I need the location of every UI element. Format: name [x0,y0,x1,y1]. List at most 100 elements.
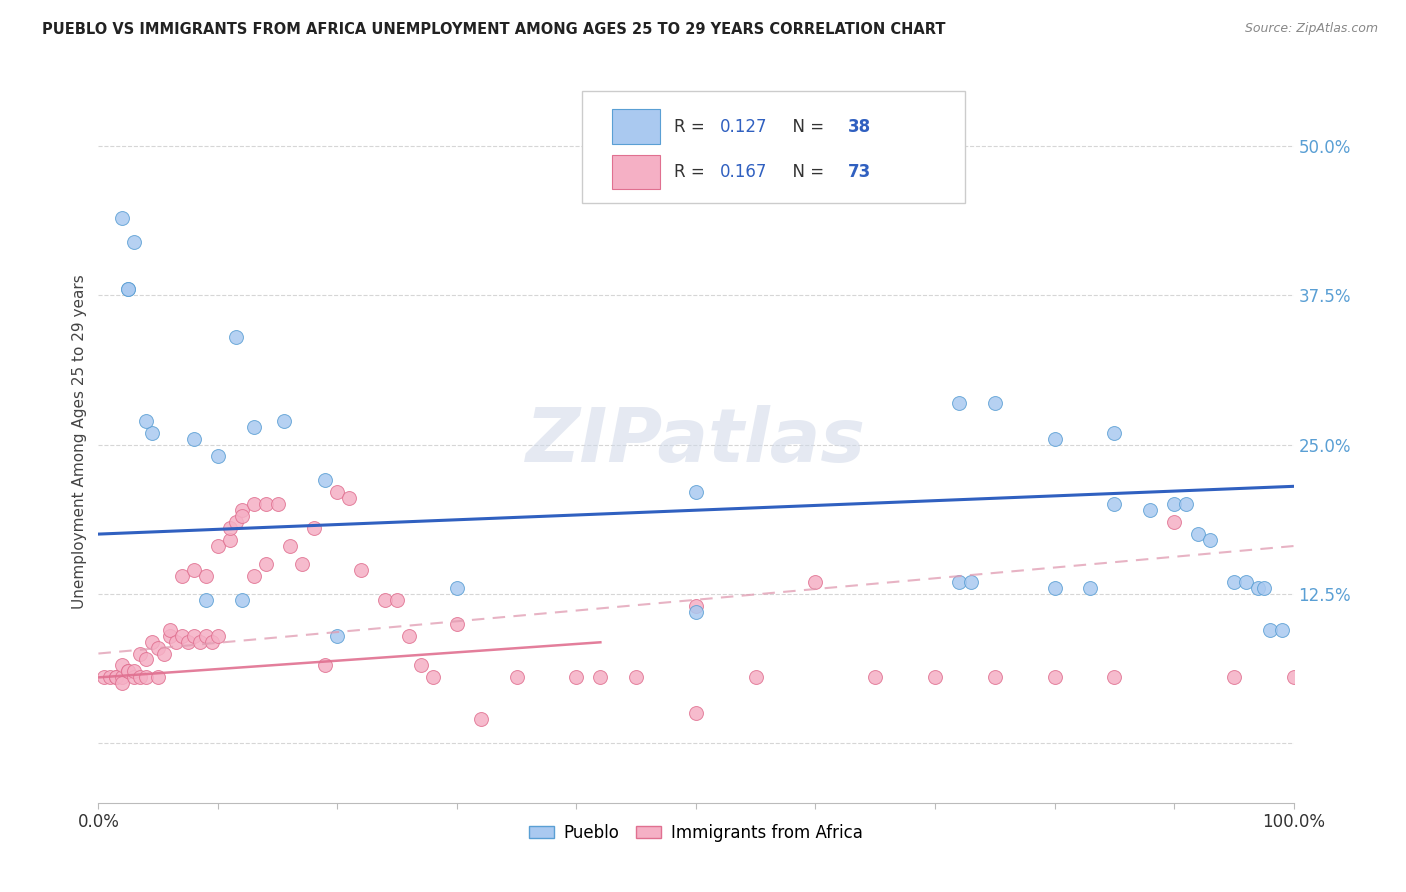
Point [135,414,157,428]
Point [141,425,163,440]
Point [1104,497,1126,511]
Point [1043,432,1066,446]
Point [1258,623,1281,637]
Point [984,395,1007,409]
Point [1163,497,1185,511]
Point [1271,623,1294,637]
Point [231,592,253,607]
Point [254,497,277,511]
Point [243,419,266,434]
Point [117,282,139,296]
Point [565,670,588,684]
Point [1139,503,1161,517]
Point [984,670,1007,684]
Point [1187,527,1209,541]
Point [315,474,337,488]
Text: 0.127: 0.127 [720,118,768,136]
Point [339,491,361,506]
Point [195,629,218,643]
Point [1163,515,1185,529]
Point [231,509,253,524]
Point [183,432,205,446]
Point [172,629,194,643]
Point [111,670,134,684]
Point [225,330,247,344]
Text: 73: 73 [848,163,870,181]
Text: N =: N = [782,118,830,136]
Point [225,515,247,529]
Point [98,670,122,684]
Point [1223,670,1246,684]
Text: Source: ZipAtlas.com: Source: ZipAtlas.com [1244,22,1378,36]
Point [219,521,242,535]
Text: 38: 38 [848,118,870,136]
Point [188,634,211,648]
Point [153,647,176,661]
Point [278,539,301,553]
Point [350,563,373,577]
Point [1104,425,1126,440]
Point [148,640,170,655]
Point [219,533,242,547]
Point [685,605,707,619]
Text: 0.167: 0.167 [720,163,768,181]
Point [422,670,444,684]
Text: R =: R = [675,118,710,136]
Point [685,485,707,500]
Point [195,569,218,583]
Point [745,670,768,684]
Point [111,211,134,225]
Point [148,670,170,684]
Point [111,676,134,690]
Point [470,712,492,726]
Text: R =: R = [675,163,710,181]
Point [111,658,134,673]
Point [135,652,157,666]
Point [1282,670,1305,684]
Point [1223,574,1246,589]
Point [93,670,115,684]
Point [302,521,325,535]
Point [626,670,648,684]
Point [207,450,229,464]
Point [254,557,277,571]
Point [398,629,420,643]
Point [948,574,970,589]
Point [446,581,468,595]
Point [207,629,229,643]
Point [326,629,349,643]
FancyBboxPatch shape [582,91,965,203]
Point [172,569,194,583]
Point [231,503,253,517]
Point [124,670,146,684]
Point [159,623,181,637]
Point [1234,574,1257,589]
Point [201,634,224,648]
Point [804,574,827,589]
Point [1253,581,1275,595]
Point [129,670,152,684]
Point [129,647,152,661]
Point [267,497,290,511]
Text: ZIPatlas: ZIPatlas [526,405,866,478]
Point [1043,581,1066,595]
Point [243,569,266,583]
Y-axis label: Unemployment Among Ages 25 to 29 years: Unemployment Among Ages 25 to 29 years [72,274,87,609]
Point [291,557,314,571]
Point [506,670,529,684]
Point [177,634,200,648]
Point [685,599,707,613]
Point [183,629,205,643]
Point [243,497,266,511]
Bar [613,109,661,144]
Point [159,629,181,643]
Point [374,592,396,607]
Point [105,670,128,684]
Point [117,665,139,679]
Point [446,616,468,631]
Point [326,485,349,500]
Point [105,670,128,684]
Point [589,670,612,684]
Point [124,665,146,679]
Point [183,563,205,577]
